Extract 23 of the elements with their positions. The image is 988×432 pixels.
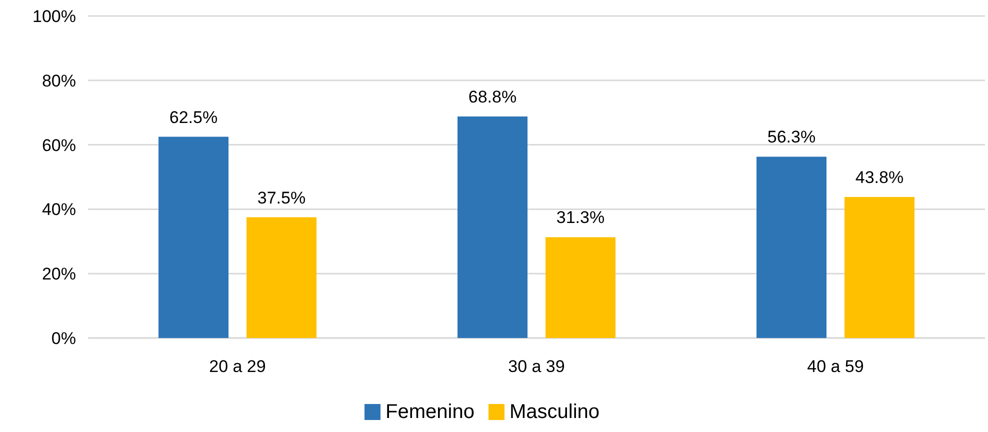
x-tick-label: 20 a 29 (209, 357, 266, 376)
x-tick-label: 30 a 39 (508, 357, 565, 376)
y-tick-label: 20% (42, 264, 76, 284)
data-label: 37.5% (257, 188, 306, 208)
y-tick-label: 80% (42, 71, 76, 90)
data-label: 31.3% (556, 208, 605, 228)
bar (844, 196, 914, 338)
bar (246, 217, 316, 338)
data-label: 62.5% (169, 108, 218, 127)
x-tick-label: 40 a 59 (807, 357, 864, 376)
bar (458, 116, 528, 338)
y-tick-label: 40% (42, 200, 76, 220)
y-tick-label: 100% (32, 7, 76, 26)
data-label: 68.8% (468, 87, 517, 106)
bar (158, 136, 228, 338)
legend-label: Masculino (510, 401, 600, 423)
data-label: 56.3% (767, 128, 816, 147)
bar (756, 156, 826, 338)
bar (546, 237, 616, 338)
legend-label: Femenino (386, 401, 474, 423)
y-tick-label: 60% (42, 136, 76, 155)
data-label: 43.8% (855, 168, 904, 187)
y-tick-label: 0% (51, 329, 76, 348)
